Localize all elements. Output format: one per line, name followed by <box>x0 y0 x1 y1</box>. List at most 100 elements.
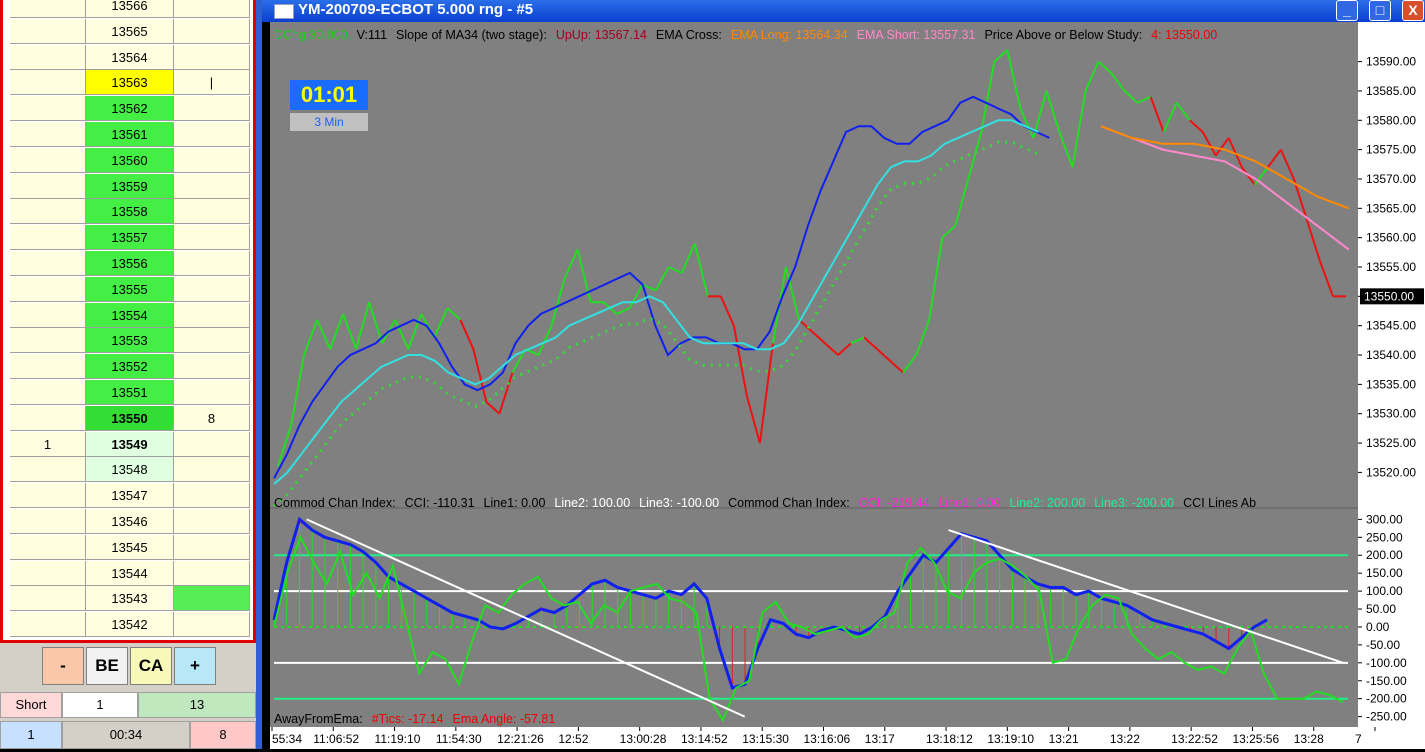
cancel-all-button[interactable]: CA <box>130 647 172 685</box>
ask-cell[interactable] <box>174 380 250 405</box>
ask-cell[interactable] <box>174 534 250 560</box>
ask-cell[interactable] <box>174 225 250 251</box>
price-cell[interactable]: 13561 <box>86 122 174 147</box>
time-axis[interactable]: 55:34 11:06:52 11:19:10 11:54:30 12:21:26 12:… <box>270 727 1425 749</box>
ask-cell[interactable] <box>174 431 250 457</box>
ask-cell[interactable] <box>174 173 250 199</box>
bid-cell[interactable] <box>10 44 86 70</box>
bid-cell[interactable] <box>10 96 86 122</box>
bid-cell[interactable] <box>10 0 86 18</box>
position-quantity[interactable]: 1 <box>62 692 138 718</box>
price-cell[interactable]: 13554 <box>86 302 174 328</box>
ladder-row[interactable]: 13555 <box>10 276 250 303</box>
price-cell[interactable]: 13545 <box>86 534 174 560</box>
bid-cell[interactable] <box>10 199 86 225</box>
bid-cell[interactable] <box>10 70 86 96</box>
price-cell[interactable]: 13558 <box>86 199 174 225</box>
ask-cell[interactable] <box>174 0 250 18</box>
ladder-row[interactable]: 13543 <box>10 586 250 612</box>
minus-button[interactable]: - <box>42 647 84 685</box>
ladder-row[interactable]: 13564 <box>10 44 250 71</box>
ask-cell[interactable] <box>174 251 250 276</box>
close-button[interactable]: X <box>1402 0 1424 21</box>
ask-cell[interactable] <box>174 612 250 638</box>
price-cell[interactable]: 13546 <box>86 509 174 534</box>
ask-cell[interactable] <box>174 354 250 380</box>
ask-cell[interactable] <box>174 276 250 302</box>
maximize-button[interactable]: □ <box>1369 0 1391 21</box>
price-cell[interactable]: 13552 <box>86 354 174 380</box>
ask-cell[interactable] <box>174 457 250 483</box>
ladder-row[interactable]: 13561 <box>10 122 250 148</box>
bid-cell[interactable] <box>10 225 86 251</box>
bid-cell[interactable] <box>10 276 86 302</box>
price-cell[interactable]: 13562 <box>86 96 174 122</box>
ask-cell[interactable]: 8 <box>174 405 250 431</box>
ladder-row[interactable]: 13553 <box>10 328 250 354</box>
bid-cell[interactable] <box>10 586 86 612</box>
ask-cell[interactable] <box>174 122 250 147</box>
price-cell[interactable]: 13555 <box>86 276 174 302</box>
bid-cell[interactable] <box>10 302 86 328</box>
bid-cell[interactable] <box>10 354 86 380</box>
price-cell[interactable]: 13557 <box>86 225 174 251</box>
price-cell[interactable]: 13548 <box>86 457 174 483</box>
ladder-row[interactable]: 13551 <box>10 380 250 406</box>
bid-cell[interactable] <box>10 328 86 354</box>
bid-cell[interactable]: 1 <box>10 431 86 457</box>
ladder-row[interactable]: 13546 <box>10 509 250 535</box>
price-cell[interactable]: 13549 <box>86 431 174 457</box>
bid-cell[interactable] <box>10 457 86 483</box>
bid-cell[interactable] <box>10 122 86 147</box>
ladder-row[interactable]: 13562 <box>10 96 250 122</box>
ladder-row[interactable]: 13559 <box>10 173 250 200</box>
ladder-row[interactable]: 13545 <box>10 534 250 561</box>
price-cell[interactable]: 13553 <box>86 328 174 354</box>
ask-cell[interactable] <box>174 560 250 586</box>
bid-cell[interactable] <box>10 405 86 431</box>
ladder-row[interactable]: 13565 <box>10 18 250 45</box>
breakeven-button[interactable]: BE <box>86 647 128 685</box>
price-cell[interactable]: 13542 <box>86 612 174 638</box>
price-cell[interactable]: 13559 <box>86 173 174 199</box>
plus-button[interactable]: + <box>174 647 216 685</box>
ladder-row[interactable]: 13542 <box>10 612 250 638</box>
price-axis[interactable]: 13590.00 13585.00 13580.00 13575.00 13570.00… <box>1358 22 1425 727</box>
ladder-row[interactable]: 13560 <box>10 147 250 174</box>
ask-cell[interactable] <box>174 586 250 612</box>
ladder-row[interactable]: 13548 <box>10 457 250 483</box>
ladder-row[interactable]: 1 13549 <box>10 431 250 458</box>
ask-cell[interactable]: | <box>174 70 250 96</box>
ladder-row[interactable]: 13558 <box>10 199 250 225</box>
ladder-row[interactable]: 13556 <box>10 251 250 277</box>
bid-cell[interactable] <box>10 612 86 638</box>
price-cell[interactable]: 13566 <box>86 0 174 18</box>
price-cell[interactable]: 13543 <box>86 586 174 612</box>
ask-cell[interactable] <box>174 18 250 44</box>
price-cell[interactable]: 13563 <box>86 70 174 96</box>
title-bar[interactable]: YM-200709-ECBOT 5.000 rng - #5 _ □ X <box>262 0 1425 22</box>
bid-cell[interactable] <box>10 560 86 586</box>
ladder-row[interactable]: 13550 8 <box>10 405 250 432</box>
bid-cell[interactable] <box>10 18 86 44</box>
chart-plot-area[interactable] <box>270 22 1358 727</box>
price-cell[interactable]: 13550 <box>86 405 174 431</box>
ladder-row[interactable]: 13554 <box>10 302 250 329</box>
bid-cell[interactable] <box>10 147 86 173</box>
price-cell[interactable]: 13565 <box>86 18 174 44</box>
bid-cell[interactable] <box>10 173 86 199</box>
price-cell[interactable]: 13544 <box>86 560 174 586</box>
ladder-row[interactable]: 13547 <box>10 483 250 509</box>
bid-cell[interactable] <box>10 509 86 534</box>
ladder-row[interactable]: 13557 <box>10 225 250 251</box>
ask-cell[interactable] <box>174 199 250 225</box>
ladder-row[interactable]: 13566 <box>10 0 250 19</box>
bid-cell[interactable] <box>10 534 86 560</box>
price-cell[interactable]: 13547 <box>86 483 174 509</box>
ask-cell[interactable] <box>174 328 250 354</box>
bid-cell[interactable] <box>10 251 86 276</box>
ladder-row[interactable]: 13563 | <box>10 70 250 96</box>
ask-cell[interactable] <box>174 96 250 122</box>
bid-cell[interactable] <box>10 483 86 509</box>
ask-cell[interactable] <box>174 147 250 173</box>
